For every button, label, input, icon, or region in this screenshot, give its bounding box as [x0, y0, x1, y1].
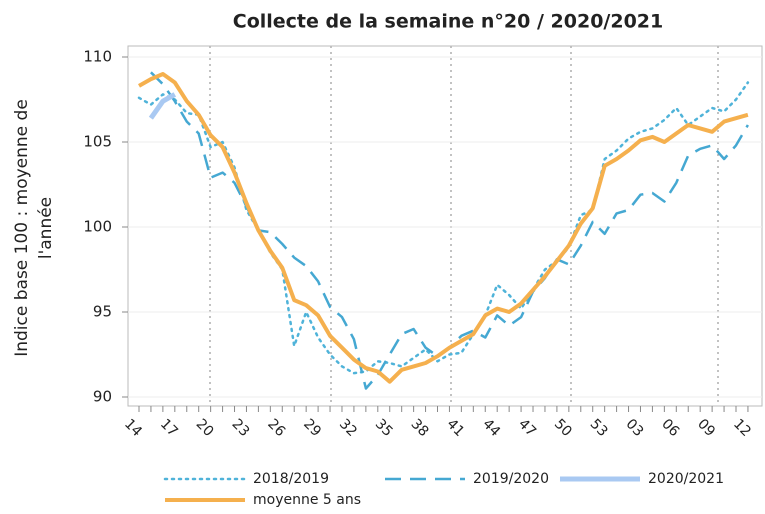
legend-label: moyenne 5 ans — [253, 492, 361, 508]
series-line — [137, 81, 750, 375]
x-tick-label: 50 — [551, 416, 575, 440]
x-tick-label: 53 — [587, 416, 611, 440]
x-tick-label: 09 — [694, 416, 718, 440]
x-tick-label: 26 — [264, 416, 288, 440]
y-axis-label: l'année — [36, 197, 56, 259]
legend-label: 2019/2020 — [473, 471, 549, 487]
y-tick-label: 95 — [93, 303, 112, 321]
legend-label: 2018/2019 — [253, 471, 329, 487]
chart-title: Collecte de la semaine n°20 / 2020/2021 — [233, 11, 664, 33]
y-tick-label: 105 — [83, 133, 112, 151]
x-tick-label: 23 — [228, 416, 252, 440]
series-line — [148, 92, 177, 120]
x-tick-label: 17 — [157, 416, 181, 440]
y-tick-label: 100 — [83, 218, 112, 236]
x-tick-label: 47 — [515, 416, 539, 440]
x-tick-label: 29 — [300, 416, 324, 440]
series-line — [150, 71, 749, 390]
y-tick-label: 90 — [93, 388, 112, 406]
x-tick-label: 03 — [623, 416, 647, 440]
x-tick-label: 32 — [336, 416, 360, 440]
x-tick-label: 12 — [730, 416, 754, 440]
x-tick-label: 20 — [193, 416, 217, 440]
vertical-separators — [209, 46, 719, 406]
y-tick-label: 110 — [83, 48, 112, 66]
x-tick-label: 44 — [479, 416, 503, 440]
legend-label: 2020/2021 — [648, 471, 724, 487]
x-tick-label: 35 — [372, 416, 396, 440]
plot-frame — [127, 45, 763, 407]
series-line — [138, 72, 749, 384]
x-tick-label: 14 — [121, 416, 145, 440]
x-tick-label: 41 — [443, 416, 467, 440]
x-tick-label: 06 — [658, 416, 682, 440]
y-axis-label: Indice base 100 : moyenne de — [12, 99, 32, 357]
x-tick-label: 38 — [408, 416, 432, 440]
